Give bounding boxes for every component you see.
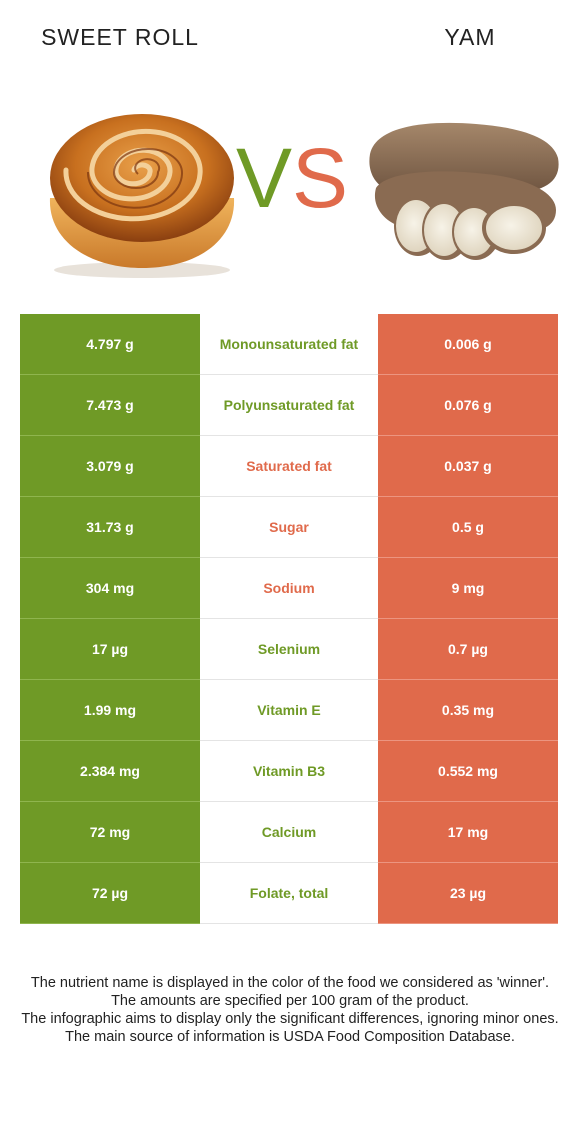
left-value: 72 µg <box>20 863 200 924</box>
left-value: 304 mg <box>20 558 200 619</box>
right-value: 17 mg <box>378 802 558 863</box>
sweet-roll-image <box>38 90 242 290</box>
vs-label: VS <box>222 136 362 220</box>
table-row: 7.473 g Polyunsaturated fat 0.076 g <box>20 375 558 436</box>
table-row: 31.73 g Sugar 0.5 g <box>20 497 558 558</box>
left-value: 72 mg <box>20 802 200 863</box>
left-value: 1.99 mg <box>20 680 200 741</box>
left-food-title: SWEET ROLL <box>41 24 199 50</box>
right-food-title: YAM <box>444 24 496 50</box>
table-row: 3.079 g Saturated fat 0.037 g <box>20 436 558 497</box>
nutrient-name: Monounsaturated fat <box>200 314 378 374</box>
footer-line-source-note: The main source of information is USDA F… <box>65 1029 515 1045</box>
yam-image <box>366 118 560 262</box>
right-value: 0.076 g <box>378 375 558 436</box>
nutrient-name: Sodium <box>200 558 378 618</box>
nutrient-name: Folate, total <box>200 863 378 923</box>
right-value: 23 µg <box>378 863 558 924</box>
right-value: 0.5 g <box>378 497 558 558</box>
footer-line-winner-note: The nutrient name is displayed in the co… <box>30 975 550 991</box>
left-value: 3.079 g <box>20 436 200 497</box>
right-value: 9 mg <box>378 558 558 619</box>
right-value: 0.552 mg <box>378 741 558 802</box>
left-value: 17 µg <box>20 619 200 680</box>
nutrient-name: Polyunsaturated fat <box>200 375 378 435</box>
left-value: 31.73 g <box>20 497 200 558</box>
table-row: 17 µg Selenium 0.7 µg <box>20 619 558 680</box>
table-row: 4.797 g Monounsaturated fat 0.006 g <box>20 314 558 375</box>
nutrient-name: Saturated fat <box>200 436 378 496</box>
nutrient-name: Selenium <box>200 619 378 679</box>
nutrient-name: Vitamin E <box>200 680 378 740</box>
right-value: 0.006 g <box>378 314 558 375</box>
footer-notes: The nutrient name is displayed in the co… <box>14 974 566 1046</box>
vs-letter-v: V <box>235 131 292 225</box>
table-row: 1.99 mg Vitamin E 0.35 mg <box>20 680 558 741</box>
table-row: 72 mg Calcium 17 mg <box>20 802 558 863</box>
right-value: 0.35 mg <box>378 680 558 741</box>
left-value: 7.473 g <box>20 375 200 436</box>
nutrient-name: Vitamin B3 <box>200 741 378 801</box>
nutrient-name: Calcium <box>200 802 378 862</box>
table-row: 72 µg Folate, total 23 µg <box>20 863 558 924</box>
vs-letter-s: S <box>292 131 349 225</box>
nutrient-name: Sugar <box>200 497 378 557</box>
footer-line-differences-note: The infographic aims to display only the… <box>21 1011 559 1027</box>
right-value: 0.037 g <box>378 436 558 497</box>
table-row: 304 mg Sodium 9 mg <box>20 558 558 619</box>
table-row: 2.384 mg Vitamin B3 0.552 mg <box>20 741 558 802</box>
left-value: 2.384 mg <box>20 741 200 802</box>
nutrient-comparison-table: 4.797 g Monounsaturated fat 0.006 g 7.47… <box>20 314 558 924</box>
right-value: 0.7 µg <box>378 619 558 680</box>
footer-line-amounts-note: The amounts are specified per 100 gram o… <box>111 993 469 1009</box>
left-value: 4.797 g <box>20 314 200 375</box>
